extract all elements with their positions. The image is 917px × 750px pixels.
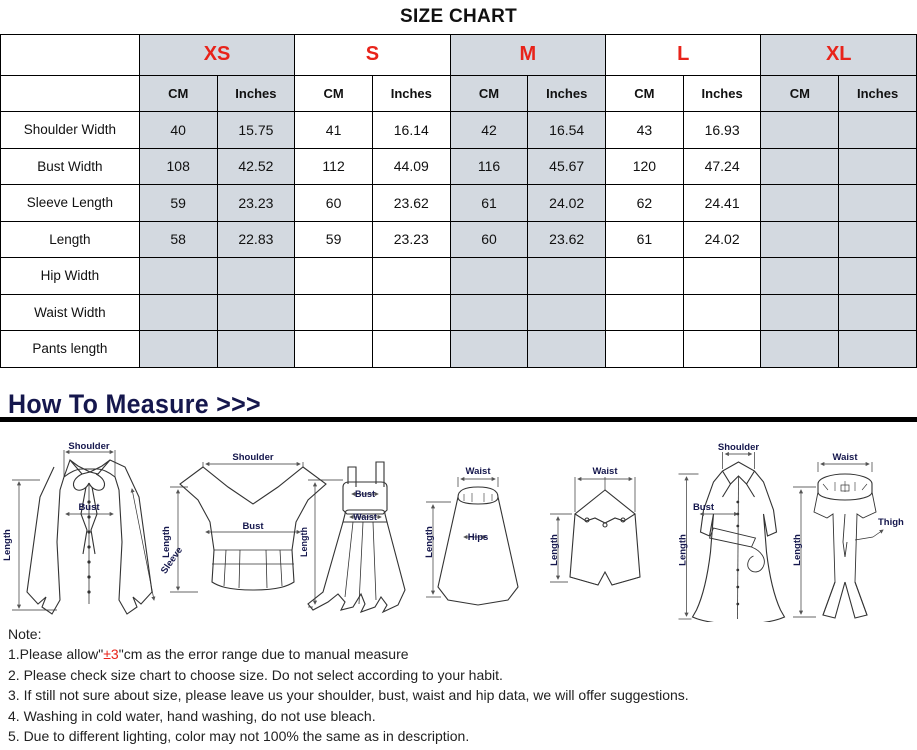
- svg-text:Length: Length: [678, 534, 689, 566]
- svg-text:Bust: Bust: [78, 502, 100, 513]
- svg-text:Length: Length: [161, 526, 172, 558]
- svg-text:Waist: Waist: [593, 466, 619, 477]
- svg-text:Thigh: Thigh: [878, 517, 904, 528]
- svg-text:Length: Length: [424, 526, 435, 558]
- svg-text:Shoulder: Shoulder: [232, 452, 273, 463]
- svg-text:Bust: Bust: [355, 489, 375, 499]
- svg-text:Bust: Bust: [242, 521, 264, 532]
- svg-text:Shoulder: Shoulder: [718, 442, 759, 453]
- svg-text:Length: Length: [2, 529, 13, 561]
- svg-text:Waist: Waist: [833, 452, 859, 463]
- svg-text:Length: Length: [792, 534, 803, 566]
- svg-text:Shoulder: Shoulder: [68, 441, 109, 452]
- svg-text:Bust: Bust: [693, 502, 715, 513]
- svg-text:Hips: Hips: [468, 532, 489, 543]
- svg-text:Length: Length: [299, 527, 309, 557]
- svg-text:Length: Length: [549, 534, 560, 566]
- svg-text:Waist: Waist: [466, 466, 492, 477]
- svg-text:Waist: Waist: [353, 512, 377, 522]
